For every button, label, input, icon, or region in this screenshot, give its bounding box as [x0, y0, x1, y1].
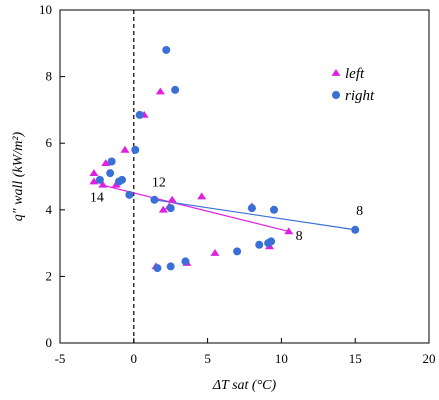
point-right [166, 262, 175, 271]
point-right [153, 264, 162, 273]
plot-frame [59, 9, 430, 344]
point-left [155, 87, 165, 95]
y-axis-title: q" wall (kW/m²) [11, 131, 26, 221]
point-left [197, 192, 207, 200]
x-tick-label: 5 [204, 351, 211, 366]
point-right [247, 204, 256, 213]
point-right [267, 237, 276, 246]
legend-label-left: left [345, 66, 365, 82]
point-right [162, 45, 171, 54]
trend-line-right [154, 199, 356, 231]
point-left [210, 249, 220, 256]
annotation-label: 8 [356, 204, 363, 219]
y-tick-label: 4 [46, 202, 53, 217]
annotation-label: 14 [90, 190, 104, 205]
point-right [107, 157, 116, 166]
legend-label-right: right [345, 88, 375, 104]
y-tick-label: 10 [39, 2, 52, 17]
annotation-label: 12 [152, 175, 166, 190]
annotation-label: 8 [296, 229, 303, 244]
axes [59, 9, 430, 344]
point-right [166, 204, 175, 213]
x-tick-label: 20 [423, 351, 436, 366]
x-axis-title: ΔT sat (°C) [212, 378, 277, 393]
point-right [181, 257, 190, 266]
x-tick-label: -5 [55, 351, 66, 366]
point-left [284, 227, 294, 235]
point-left [98, 180, 108, 188]
legend: left right [331, 66, 375, 104]
point-left [158, 205, 168, 213]
point-right [171, 85, 180, 94]
x-tick-label: 10 [275, 351, 288, 366]
point-right [150, 195, 159, 204]
y-tick-label: 0 [46, 335, 53, 350]
point-right [131, 145, 140, 154]
annotations: 14 12 8 8 [90, 175, 363, 243]
y-tick-label: 2 [46, 268, 53, 283]
point-right [125, 190, 134, 199]
legend-marker-left [331, 68, 341, 76]
legend-marker-right [332, 91, 340, 99]
point-left [89, 177, 99, 185]
x-tick-label: 0 [131, 351, 138, 366]
point-right [95, 175, 104, 184]
point-left [167, 195, 177, 203]
trend-lines [101, 184, 356, 233]
data-points [89, 45, 360, 273]
y-tick-label: 6 [46, 135, 53, 150]
point-left [89, 169, 99, 177]
point-left [120, 145, 130, 153]
point-right [106, 169, 115, 178]
point-right [233, 247, 242, 256]
point-right [351, 225, 360, 234]
point-right [117, 175, 126, 184]
point-left [111, 180, 121, 188]
point-right [270, 205, 279, 214]
point-left [101, 159, 111, 167]
point-right [255, 240, 264, 249]
x-tick-label: 15 [349, 351, 362, 366]
y-tick-label: 8 [46, 69, 53, 84]
point-right [135, 110, 144, 119]
